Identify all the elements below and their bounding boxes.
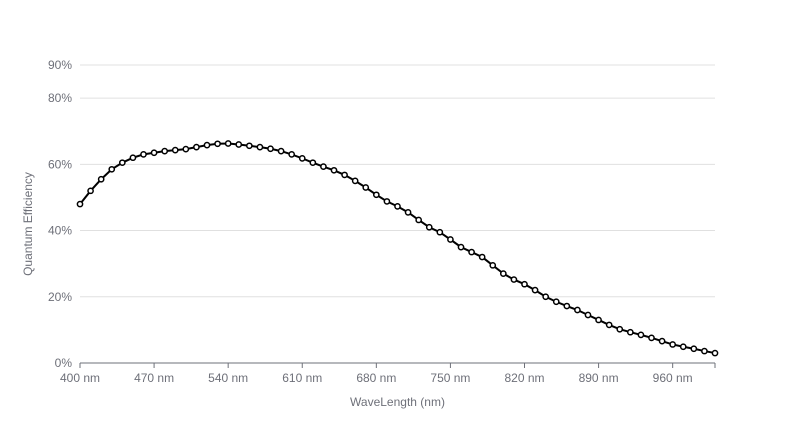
- data-point[interactable]: [118, 159, 126, 167]
- y-tick-label: 60%: [48, 157, 72, 171]
- x-tick-label: 400 nm: [60, 371, 100, 385]
- data-point[interactable]: [447, 236, 454, 243]
- data-point[interactable]: [320, 163, 327, 170]
- data-point[interactable]: [362, 184, 370, 191]
- data-point[interactable]: [214, 140, 221, 148]
- data-point[interactable]: [690, 345, 698, 353]
- tick-labels: 0% 20% 40% 60% 80% 90% 400 nm 470 nm 540 nm 610 n…: [48, 58, 693, 385]
- data-point[interactable]: [404, 208, 412, 216]
- series-line: [79, 142, 716, 355]
- grid-lines: [80, 64, 715, 298]
- y-tick-label: 40%: [48, 224, 72, 238]
- y-axis-title: Quantum Efficiency: [21, 172, 35, 276]
- data-point[interactable]: [161, 147, 169, 155]
- data-point[interactable]: [701, 347, 708, 355]
- data-point[interactable]: [150, 149, 158, 157]
- x-tick-label: 820 nm: [504, 371, 544, 385]
- data-point[interactable]: [277, 147, 285, 155]
- data-point[interactable]: [351, 177, 359, 185]
- data-point[interactable]: [658, 337, 666, 345]
- data-point[interactable]: [140, 151, 147, 158]
- data-point[interactable]: [256, 143, 264, 151]
- data-point[interactable]: [224, 140, 232, 147]
- data-point[interactable]: [97, 175, 105, 183]
- data-point[interactable]: [436, 228, 444, 236]
- data-point[interactable]: [616, 325, 624, 333]
- data-point[interactable]: [76, 200, 84, 208]
- data-point[interactable]: [478, 253, 486, 261]
- x-tick-label: 540 nm: [208, 371, 248, 385]
- data-point[interactable]: [584, 311, 592, 319]
- y-tick-label: 20%: [48, 290, 72, 304]
- data-point[interactable]: [309, 159, 317, 167]
- axes: [79, 362, 716, 368]
- data-point[interactable]: [637, 331, 645, 339]
- data-point[interactable]: [605, 321, 613, 329]
- data-point[interactable]: [330, 166, 338, 174]
- data-point[interactable]: [679, 343, 687, 351]
- data-point[interactable]: [468, 248, 475, 256]
- data-point[interactable]: [489, 261, 497, 269]
- data-point[interactable]: [108, 165, 116, 173]
- data-point[interactable]: [552, 298, 560, 306]
- data-point[interactable]: [267, 145, 274, 153]
- data-point[interactable]: [298, 155, 306, 162]
- data-point[interactable]: [669, 341, 677, 348]
- x-tick-label: 890 nm: [579, 371, 619, 385]
- x-tick-label: 960 nm: [653, 371, 693, 385]
- y-tick-label: 90%: [48, 58, 72, 72]
- data-point[interactable]: [203, 141, 211, 149]
- data-point[interactable]: [711, 349, 719, 357]
- data-point[interactable]: [626, 328, 634, 336]
- data-point[interactable]: [542, 293, 550, 301]
- data-point[interactable]: [648, 334, 655, 342]
- series-layer: [76, 140, 719, 357]
- data-point[interactable]: [531, 286, 539, 294]
- x-axis-title: WaveLength (nm): [350, 395, 445, 409]
- data-point[interactable]: [341, 171, 348, 179]
- data-point[interactable]: [425, 223, 433, 231]
- x-tick-label: 680 nm: [356, 371, 396, 385]
- data-point[interactable]: [288, 151, 296, 158]
- data-point[interactable]: [235, 141, 243, 148]
- data-point[interactable]: [182, 145, 190, 153]
- x-tick-label: 470 nm: [134, 371, 174, 385]
- data-point[interactable]: [383, 198, 391, 205]
- data-point[interactable]: [372, 191, 380, 199]
- y-tick-label: 80%: [48, 91, 72, 105]
- data-point[interactable]: [129, 154, 137, 162]
- data-point[interactable]: [171, 146, 179, 154]
- data-point[interactable]: [499, 270, 507, 277]
- data-point[interactable]: [394, 203, 401, 210]
- y-tick-label: 0%: [55, 356, 73, 370]
- data-point[interactable]: [457, 243, 465, 251]
- data-point[interactable]: [245, 142, 253, 150]
- x-tick-label: 750 nm: [430, 371, 470, 385]
- data-point[interactable]: [415, 216, 423, 224]
- x-tick-label: 610 nm: [282, 371, 322, 385]
- data-point[interactable]: [563, 302, 571, 310]
- data-point[interactable]: [510, 276, 518, 283]
- data-point[interactable]: [87, 187, 94, 195]
- data-point[interactable]: [521, 280, 528, 288]
- data-point[interactable]: [574, 306, 581, 314]
- data-point[interactable]: [193, 143, 200, 151]
- data-point[interactable]: [595, 316, 602, 324]
